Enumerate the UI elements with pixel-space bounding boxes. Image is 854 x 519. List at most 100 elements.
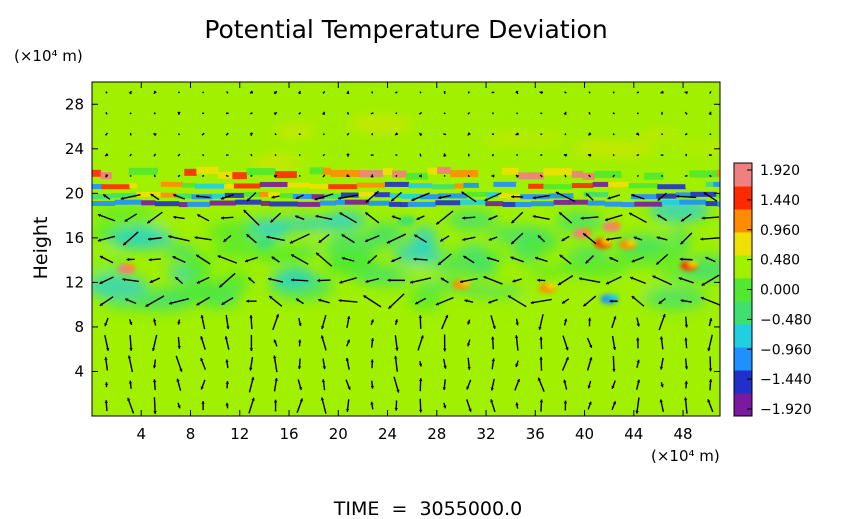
wind-arrow [390,191,402,202]
wind-arrow [537,234,546,243]
wind-arrow [274,132,277,136]
patch [557,280,588,303]
patch [183,252,213,279]
patch [674,269,720,281]
wind-arrow [295,194,304,200]
wind-arrow [708,356,713,372]
band-segment [235,199,262,205]
wind-arrow [99,276,114,285]
wind-arrow [684,337,688,349]
band-segment [594,170,622,178]
wind-arrow [684,316,689,328]
wind-arrow [631,295,645,307]
patch [529,267,563,278]
wind-arrow [488,215,498,221]
wind-arrow [708,111,712,116]
wind-arrow [604,214,623,222]
wind-arrow [244,256,258,263]
colorbar: 1.920 1.440 0.960 0.480 0.000 −0.480 −0.960 −1.… [733,162,812,418]
wind-arrow [365,190,379,203]
band-segment [478,170,503,178]
band-segment [486,192,499,198]
wind-arrow [467,112,471,115]
wind-arrow [466,379,472,390]
band-segment [309,183,329,189]
wind-arrow [514,335,519,351]
wind-arrow [317,278,331,283]
wind-arrow [321,111,326,115]
wind-arrow [172,193,185,200]
band-segment [382,167,393,175]
wind-arrow [464,299,474,303]
band-segment [405,172,429,180]
band-segment [679,199,707,205]
wind-arrow [129,153,132,157]
hotspot-halo [581,228,592,235]
band-segment [344,199,370,205]
band-segment [432,184,455,190]
wind-arrow [220,194,234,200]
band-segment [275,171,298,179]
band-segment [160,181,183,187]
wind-arrow [128,319,133,326]
band-segment [224,192,245,198]
wind-arrow [515,174,520,179]
wind-arrow [437,253,452,266]
wind-arrow [563,400,568,411]
wind-arrow [466,339,471,347]
patch [598,136,660,147]
band-segment [111,172,130,180]
wind-arrow [394,335,399,351]
wind-arrow [273,174,278,178]
wind-arrow [126,257,135,262]
wind-arrow [318,233,330,244]
wind-arrow [371,133,374,136]
wind-arrow [684,133,688,136]
wind-arrow [461,191,477,203]
wind-arrow [488,236,498,241]
y-tick-label: 28 [65,95,84,113]
wind-arrow [320,397,327,414]
y-tick-label: 12 [65,273,84,291]
band-segment [224,183,235,189]
band-segment [543,184,573,190]
wind-arrow [611,335,617,350]
band-segment [92,184,103,190]
band-segment [663,168,690,176]
wind-arrow [441,314,449,330]
wind-arrow [419,91,422,94]
wind-arrow [200,379,206,390]
patch [349,116,414,133]
colorbar-swatch [734,255,752,279]
band-segment [92,201,116,207]
wind-arrow [636,337,640,349]
band-segment [324,193,342,199]
wind-arrow [463,255,475,264]
hotspot-halo [263,238,274,245]
wind-arrow [370,319,374,325]
band-segment [209,200,236,206]
wind-arrow [297,379,303,391]
wind-arrow [104,400,108,412]
band-segment [114,199,128,205]
hotspot-halo [602,238,613,245]
wind-arrow [172,255,186,264]
wind-arrow [102,193,111,200]
wind-arrow [467,319,471,325]
wind-arrow [99,255,114,264]
band-segment [502,201,516,207]
band-segment [407,201,436,207]
patch [471,256,498,278]
wind-arrow [491,153,495,157]
wind-arrow [104,153,109,157]
wind-arrow [684,90,688,95]
band-segment [400,202,409,208]
wind-arrow [578,277,601,284]
wind-arrow [153,397,157,414]
wind-arrow [177,91,180,94]
wind-arrow [273,111,278,116]
wind-arrow [540,154,543,157]
band-segment [582,172,595,180]
wind-arrow [611,380,616,390]
wind-arrow [561,235,570,242]
